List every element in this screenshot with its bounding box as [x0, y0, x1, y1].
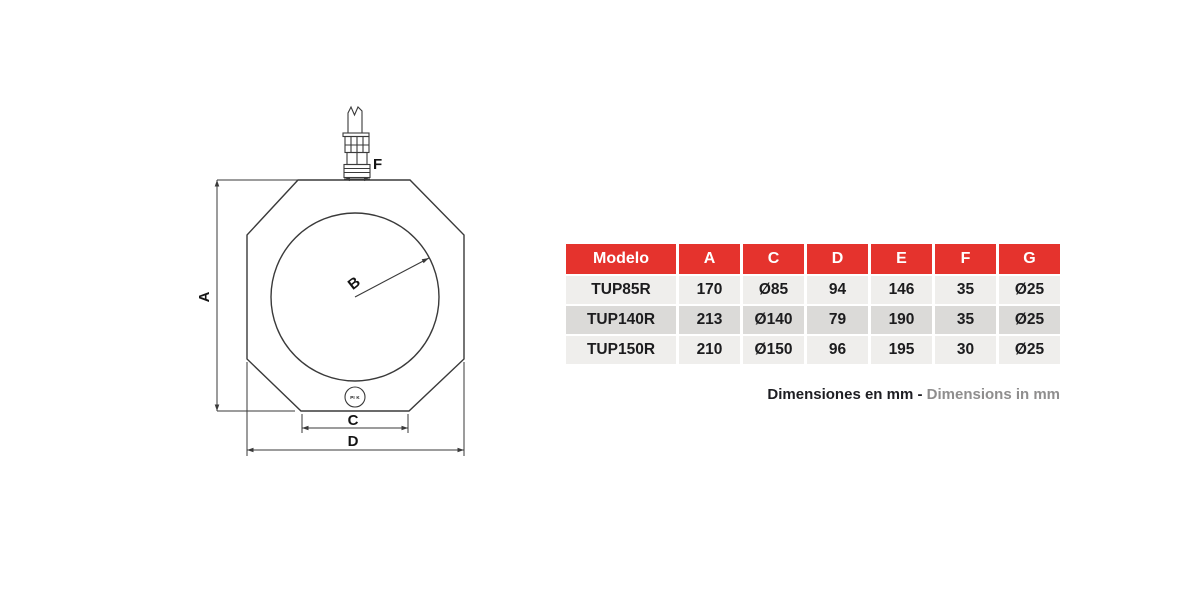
table-cell: 94 — [807, 276, 868, 304]
dim-arrow — [344, 176, 350, 182]
units-footnote-es: Dimensiones en mm - — [767, 386, 923, 403]
table-cell: 195 — [871, 336, 932, 364]
dim-arrow — [364, 176, 370, 182]
dim-label-a: A — [196, 291, 213, 302]
table-header-d: D — [807, 244, 868, 274]
dim-arrow — [214, 180, 220, 187]
radius-line — [354, 257, 430, 298]
table-cell: Ø25 — [999, 276, 1060, 304]
technical-drawing: B PI K F — [196, 105, 465, 456]
cable-stub — [347, 105, 363, 133]
gland-base — [343, 163, 371, 179]
table-cell: Ø25 — [999, 306, 1060, 334]
table-cell: 146 — [871, 276, 932, 304]
table-cell: 35 — [935, 276, 996, 304]
table-cell: Ø25 — [999, 336, 1060, 364]
table-cell-model: TUP150R — [566, 336, 676, 364]
dim-arrow — [401, 425, 408, 431]
octagon-body-outline — [246, 179, 465, 412]
table-cell: 210 — [679, 336, 740, 364]
table-cell: Ø85 — [743, 276, 804, 304]
table-cell: 79 — [807, 306, 868, 334]
radius-arrowhead — [421, 258, 429, 264]
units-footnote-en: Dimensions in mm — [926, 386, 1060, 403]
table-header-modelo: Modelo — [566, 244, 676, 274]
table-cell: 190 — [871, 306, 932, 334]
dim-label-d: D — [348, 433, 359, 450]
table-cell: 30 — [935, 336, 996, 364]
table-header-e: E — [871, 244, 932, 274]
table-cell: 213 — [679, 306, 740, 334]
dim-label-c: C — [348, 412, 359, 429]
dimensions-table: Modelo A C D E F G TUP85R 170 Ø85 94 146… — [566, 244, 1060, 364]
dimension-c: C — [301, 412, 409, 433]
dimension-d: D — [246, 362, 465, 456]
table-header-a: A — [679, 244, 740, 274]
table-cell: 35 — [935, 306, 996, 334]
table-header-f: F — [935, 244, 996, 274]
dim-arrow — [457, 447, 464, 453]
aperture-circle — [270, 212, 440, 382]
cable-gland — [342, 105, 371, 179]
logo-medallion — [344, 386, 366, 408]
dim-arrow — [214, 404, 220, 411]
table-header-g: G — [999, 244, 1060, 274]
units-footnote: Dimensiones en mm - Dimensions in mm — [566, 386, 1060, 403]
dim-label-f: F — [373, 156, 382, 173]
table-cell: Ø150 — [743, 336, 804, 364]
table-cell: 96 — [807, 336, 868, 364]
logo-text: PI K — [350, 395, 360, 400]
table-cell: Ø140 — [743, 306, 804, 334]
table-cell-model: TUP140R — [566, 306, 676, 334]
table-header-c: C — [743, 244, 804, 274]
dim-arrow — [247, 447, 254, 453]
table-cell: 170 — [679, 276, 740, 304]
table-cell-model: TUP85R — [566, 276, 676, 304]
dim-label-b: B — [345, 273, 364, 293]
dimension-f: F — [344, 156, 382, 182]
dim-arrow — [302, 425, 309, 431]
dimension-a: A — [196, 179, 298, 412]
